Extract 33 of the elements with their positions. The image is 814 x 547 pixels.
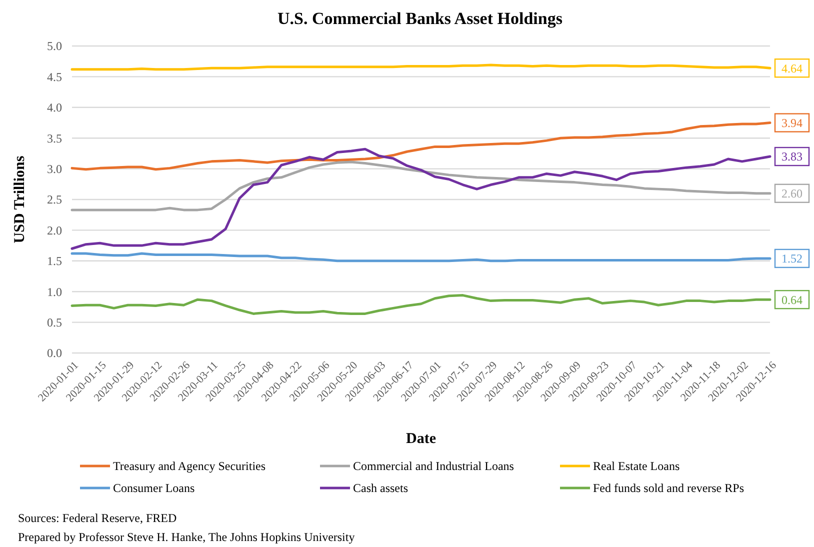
chart-title: U.S. Commercial Banks Asset Holdings: [278, 9, 563, 28]
y-tick-label: 0.0: [47, 346, 62, 360]
y-tick-label: 0.5: [47, 316, 62, 330]
legend-label: Real Estate Loans: [593, 459, 680, 474]
y-tick-label: 2.0: [47, 223, 62, 238]
legend-label: Commercial and Industrial Loans: [353, 459, 514, 474]
legend-label: Cash assets: [353, 481, 408, 496]
annotation: 0.64: [782, 292, 802, 307]
y-tick-label: 4.5: [47, 70, 62, 84]
legend-label: Fed funds sold and reverse RPs: [593, 481, 744, 496]
legend-label: Consumer Loans: [113, 481, 195, 496]
annotation: 2.60: [782, 186, 802, 201]
y-axis-title: USD Trillions: [12, 156, 28, 244]
y-tick-label: 5.0: [47, 39, 62, 54]
text: Prepared by Professor Steve H. Hanke, The Johns Hopkins University: [18, 530, 355, 544]
y-tick-label: 3.0: [47, 162, 62, 176]
y-tick-label: 1.5: [47, 254, 62, 268]
y-tick-label: 2.5: [47, 192, 62, 207]
y-tick-label: 1.0: [47, 284, 62, 299]
line-series: [70, 122, 772, 171]
annotation: 3.94: [782, 116, 802, 130]
line-series: [70, 294, 772, 315]
x-axis-title: Date: [406, 431, 436, 447]
y-tick-label: 3.5: [47, 131, 62, 146]
y-tick-label: 4.0: [47, 100, 62, 115]
legend-label: Treasury and Agency Securities: [113, 459, 266, 474]
annotation: 1.52: [782, 252, 802, 266]
source-note: Sources: Federal Reserve, FRED: [18, 511, 177, 525]
line-series: [70, 252, 772, 262]
line-series: [70, 160, 772, 212]
annotation: 4.64: [782, 61, 802, 76]
line-series: [70, 148, 772, 250]
annotation: 3.83: [782, 150, 802, 164]
